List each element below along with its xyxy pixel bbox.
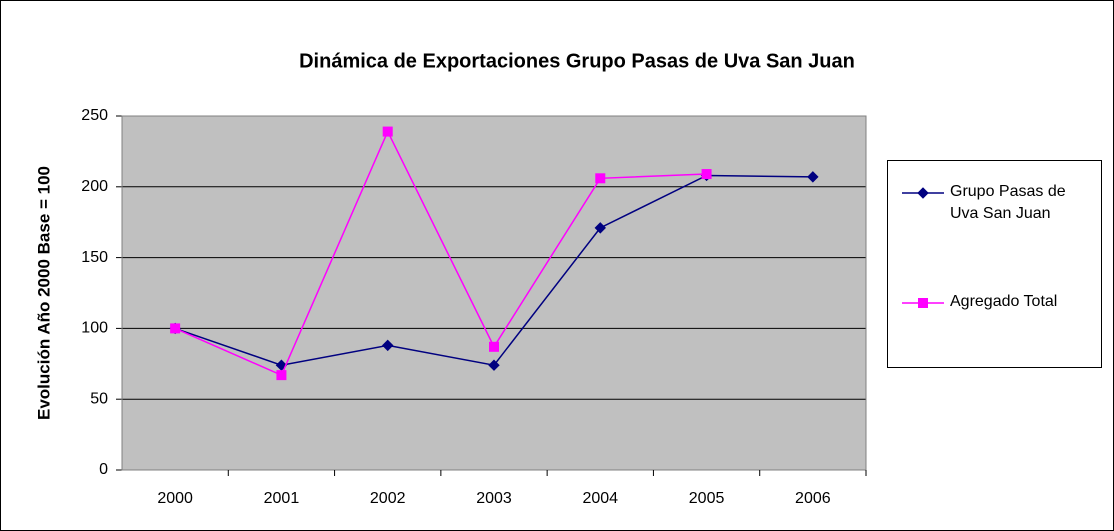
x-tick-label: 2002 [370,490,406,507]
y-tick-label: 50 [90,390,108,407]
data-point [382,126,393,137]
legend-item: Agregado Total [888,293,1103,313]
data-point [276,370,287,381]
x-tick-label: 2005 [689,490,725,507]
x-tick-label: 2001 [264,490,300,507]
legend-swatch [902,187,944,199]
legend-marker [917,187,929,199]
legend-item: Grupo Pasas de Uva San Juan [888,183,1103,225]
data-point [594,222,606,234]
data-point [595,173,606,184]
chart-title: Dinámica de Exportaciones Grupo Pasas de… [299,50,855,72]
plot-border [121,115,867,471]
x-tick-label: 2004 [582,490,618,507]
y-tick-label: 100 [81,320,108,337]
y-tick-label: 200 [81,178,108,195]
data-point [807,171,819,183]
data-point [488,359,500,371]
legend: Grupo Pasas de Uva San Juan Agregado Tota… [887,160,1102,368]
x-tick-label: 2003 [476,490,512,507]
y-axis-title: Evolución Año 2000 Base = 100 [34,166,53,420]
legend-swatch [902,298,944,308]
x-tick-label: 2000 [157,490,193,507]
x-tick-label: 2006 [795,490,831,507]
y-tick-label: 250 [81,107,108,124]
legend-label: Agregado Total [950,293,1058,310]
data-point [489,341,499,352]
data-point [170,323,181,334]
y-tick-label: 0 [99,461,108,478]
series-line [174,129,707,377]
data-point [701,169,712,180]
legend-label: Grupo Pasas de Uva San Juan [950,183,1066,222]
data-point [382,339,394,352]
legend-marker [918,298,928,308]
plot-area [122,116,866,470]
y-tick-label: 150 [81,249,108,266]
